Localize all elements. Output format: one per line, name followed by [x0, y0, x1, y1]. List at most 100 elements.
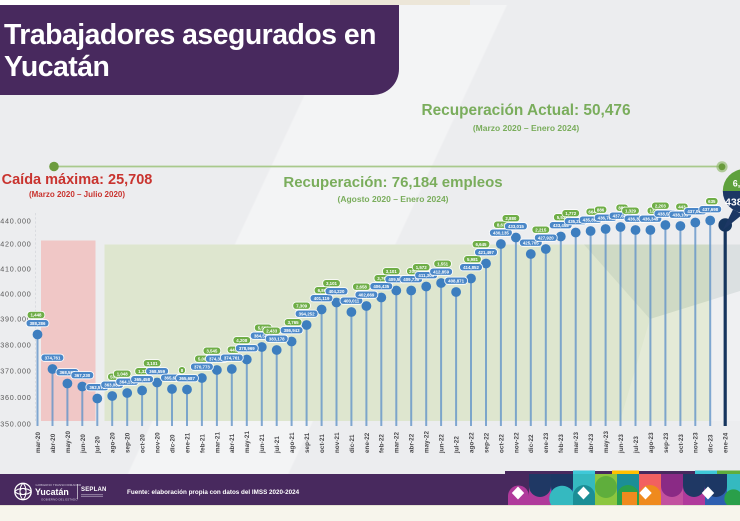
svg-text:390.000: 390.000 [0, 315, 31, 324]
svg-text:dic-22: dic-22 [528, 434, 535, 453]
svg-text:nov-22: nov-22 [513, 432, 520, 453]
svg-text:ene-22: ene-22 [364, 432, 371, 453]
svg-text:GOBIERNO TRANSFORMADOR: GOBIERNO TRANSFORMADOR [36, 483, 82, 487]
svg-text:oct-23: oct-23 [678, 434, 685, 453]
svg-text:374,318: 374,318 [209, 356, 225, 361]
svg-text:oct-20: oct-20 [140, 434, 147, 453]
svg-text:mar-22: mar-22 [394, 432, 401, 453]
svg-text:1,327: 1,327 [138, 369, 150, 374]
svg-text:nov-21: nov-21 [334, 432, 341, 453]
svg-text:437,063: 437,063 [687, 209, 703, 214]
svg-text:430,135: 430,135 [493, 230, 509, 235]
svg-text:ene-23: ene-23 [543, 432, 550, 453]
svg-text:412,859: 412,859 [433, 269, 449, 274]
svg-text:374,761: 374,761 [45, 355, 61, 360]
svg-text:dic-20: dic-20 [169, 434, 176, 453]
svg-text:mar-20: mar-20 [35, 432, 42, 453]
svg-text:443: 443 [230, 347, 238, 352]
svg-text:440.000: 440.000 [0, 217, 31, 226]
svg-text:427,920: 427,920 [538, 235, 554, 240]
svg-text:411,308: 411,308 [418, 273, 434, 278]
svg-text:365,687: 365,687 [179, 376, 195, 381]
svg-text:886: 886 [597, 207, 605, 212]
svg-text:402,669: 402,669 [358, 292, 374, 297]
svg-text:may-23: may-23 [603, 431, 610, 453]
svg-text:sep-22: sep-22 [483, 432, 490, 453]
svg-text:3,765: 3,765 [288, 320, 300, 325]
svg-text:may-22: may-22 [424, 431, 431, 453]
svg-text:420.000: 420.000 [0, 240, 31, 249]
svg-text:436,780: 436,780 [598, 215, 614, 220]
svg-text:368,559: 368,559 [59, 370, 75, 375]
svg-text:8,638: 8,638 [497, 222, 509, 227]
svg-text:jul-23: jul-23 [633, 436, 640, 454]
svg-text:ago-21: ago-21 [289, 432, 296, 453]
svg-text:370.000: 370.000 [0, 367, 31, 376]
svg-text:360.000: 360.000 [0, 393, 31, 402]
svg-text:ene-24: ene-24 [723, 432, 730, 453]
svg-text:jun-21: jun-21 [259, 434, 266, 454]
svg-text:jul-20: jul-20 [95, 436, 102, 454]
svg-text:436,349: 436,349 [642, 216, 658, 221]
svg-text:2,658: 2,658 [356, 284, 368, 289]
svg-text:435,894: 435,894 [583, 217, 599, 222]
svg-text:nov-20: nov-20 [155, 432, 162, 453]
svg-text:410.000: 410.000 [0, 265, 31, 274]
svg-text:378,969: 378,969 [239, 346, 255, 351]
svg-text:2,433: 2,433 [266, 328, 278, 333]
svg-text:feb-21: feb-21 [199, 434, 206, 453]
svg-text:433,015: 433,015 [508, 224, 524, 229]
svg-text:mar-21: mar-21 [214, 432, 221, 453]
svg-text:350.000: 350.000 [0, 420, 31, 429]
svg-text:5,086: 5,086 [198, 356, 210, 361]
svg-text:jun-23: jun-23 [618, 434, 625, 454]
svg-text:8: 8 [181, 368, 184, 373]
svg-text:abr-23: abr-23 [588, 433, 595, 453]
svg-text:200: 200 [409, 269, 417, 274]
svg-text:362,578: 362,578 [89, 385, 105, 390]
svg-text:433,458: 433,458 [553, 223, 569, 228]
svg-text:3,766: 3,766 [377, 276, 389, 281]
svg-text:363,083: 363,083 [104, 382, 120, 387]
svg-text:dic-21: dic-21 [349, 434, 356, 453]
svg-text:oct-22: oct-22 [498, 434, 505, 453]
svg-text:2,203: 2,203 [655, 203, 667, 208]
svg-text:sep-21: sep-21 [304, 432, 311, 453]
svg-text:feb-23: feb-23 [558, 434, 565, 453]
svg-text:437,666: 437,666 [613, 213, 629, 218]
svg-text:3,101: 3,101 [386, 269, 398, 274]
svg-text:635: 635 [708, 199, 716, 204]
svg-text:401,119: 401,119 [314, 296, 330, 301]
svg-text:jul-21: jul-21 [274, 436, 281, 454]
svg-text:1,329: 1,329 [625, 208, 637, 213]
svg-text:ene-21: ene-21 [184, 432, 191, 453]
svg-text:425,705: 425,705 [523, 240, 539, 245]
svg-text:ago-23: ago-23 [648, 432, 655, 453]
svg-text:5,981: 5,981 [467, 257, 479, 262]
svg-text:443: 443 [678, 204, 686, 209]
svg-text:6,867: 6,867 [318, 288, 330, 293]
svg-text:jun-20: jun-20 [80, 434, 87, 454]
svg-text:380.000: 380.000 [0, 341, 31, 350]
svg-text:3,101: 3,101 [147, 361, 159, 366]
svg-text:abr-20: abr-20 [50, 433, 57, 453]
svg-text:409,736: 409,736 [403, 277, 419, 282]
svg-text:dic-23: dic-23 [708, 434, 715, 453]
svg-text:664: 664 [588, 209, 596, 214]
svg-text:2,215: 2,215 [535, 227, 547, 232]
svg-text:oct-21: oct-21 [319, 434, 326, 453]
svg-text:384,507: 384,507 [254, 333, 270, 338]
svg-text:374,761: 374,761 [224, 355, 240, 360]
svg-text:383,178: 383,178 [269, 336, 285, 341]
svg-text:400,011: 400,011 [344, 298, 360, 303]
svg-text:2,880: 2,880 [505, 216, 517, 221]
svg-text:388,286: 388,286 [30, 321, 46, 326]
svg-text:409,536: 409,536 [388, 277, 404, 282]
svg-text:jun-22: jun-22 [439, 434, 446, 454]
svg-text:GOBIERNO DEL ESTADO: GOBIERNO DEL ESTADO [41, 498, 78, 502]
svg-text:1,551: 1,551 [437, 261, 449, 266]
svg-text:435,230: 435,230 [568, 219, 584, 224]
svg-text:1,572: 1,572 [416, 265, 428, 270]
svg-text:364,131: 364,131 [119, 379, 135, 384]
svg-text:abr-21: abr-21 [229, 433, 236, 453]
